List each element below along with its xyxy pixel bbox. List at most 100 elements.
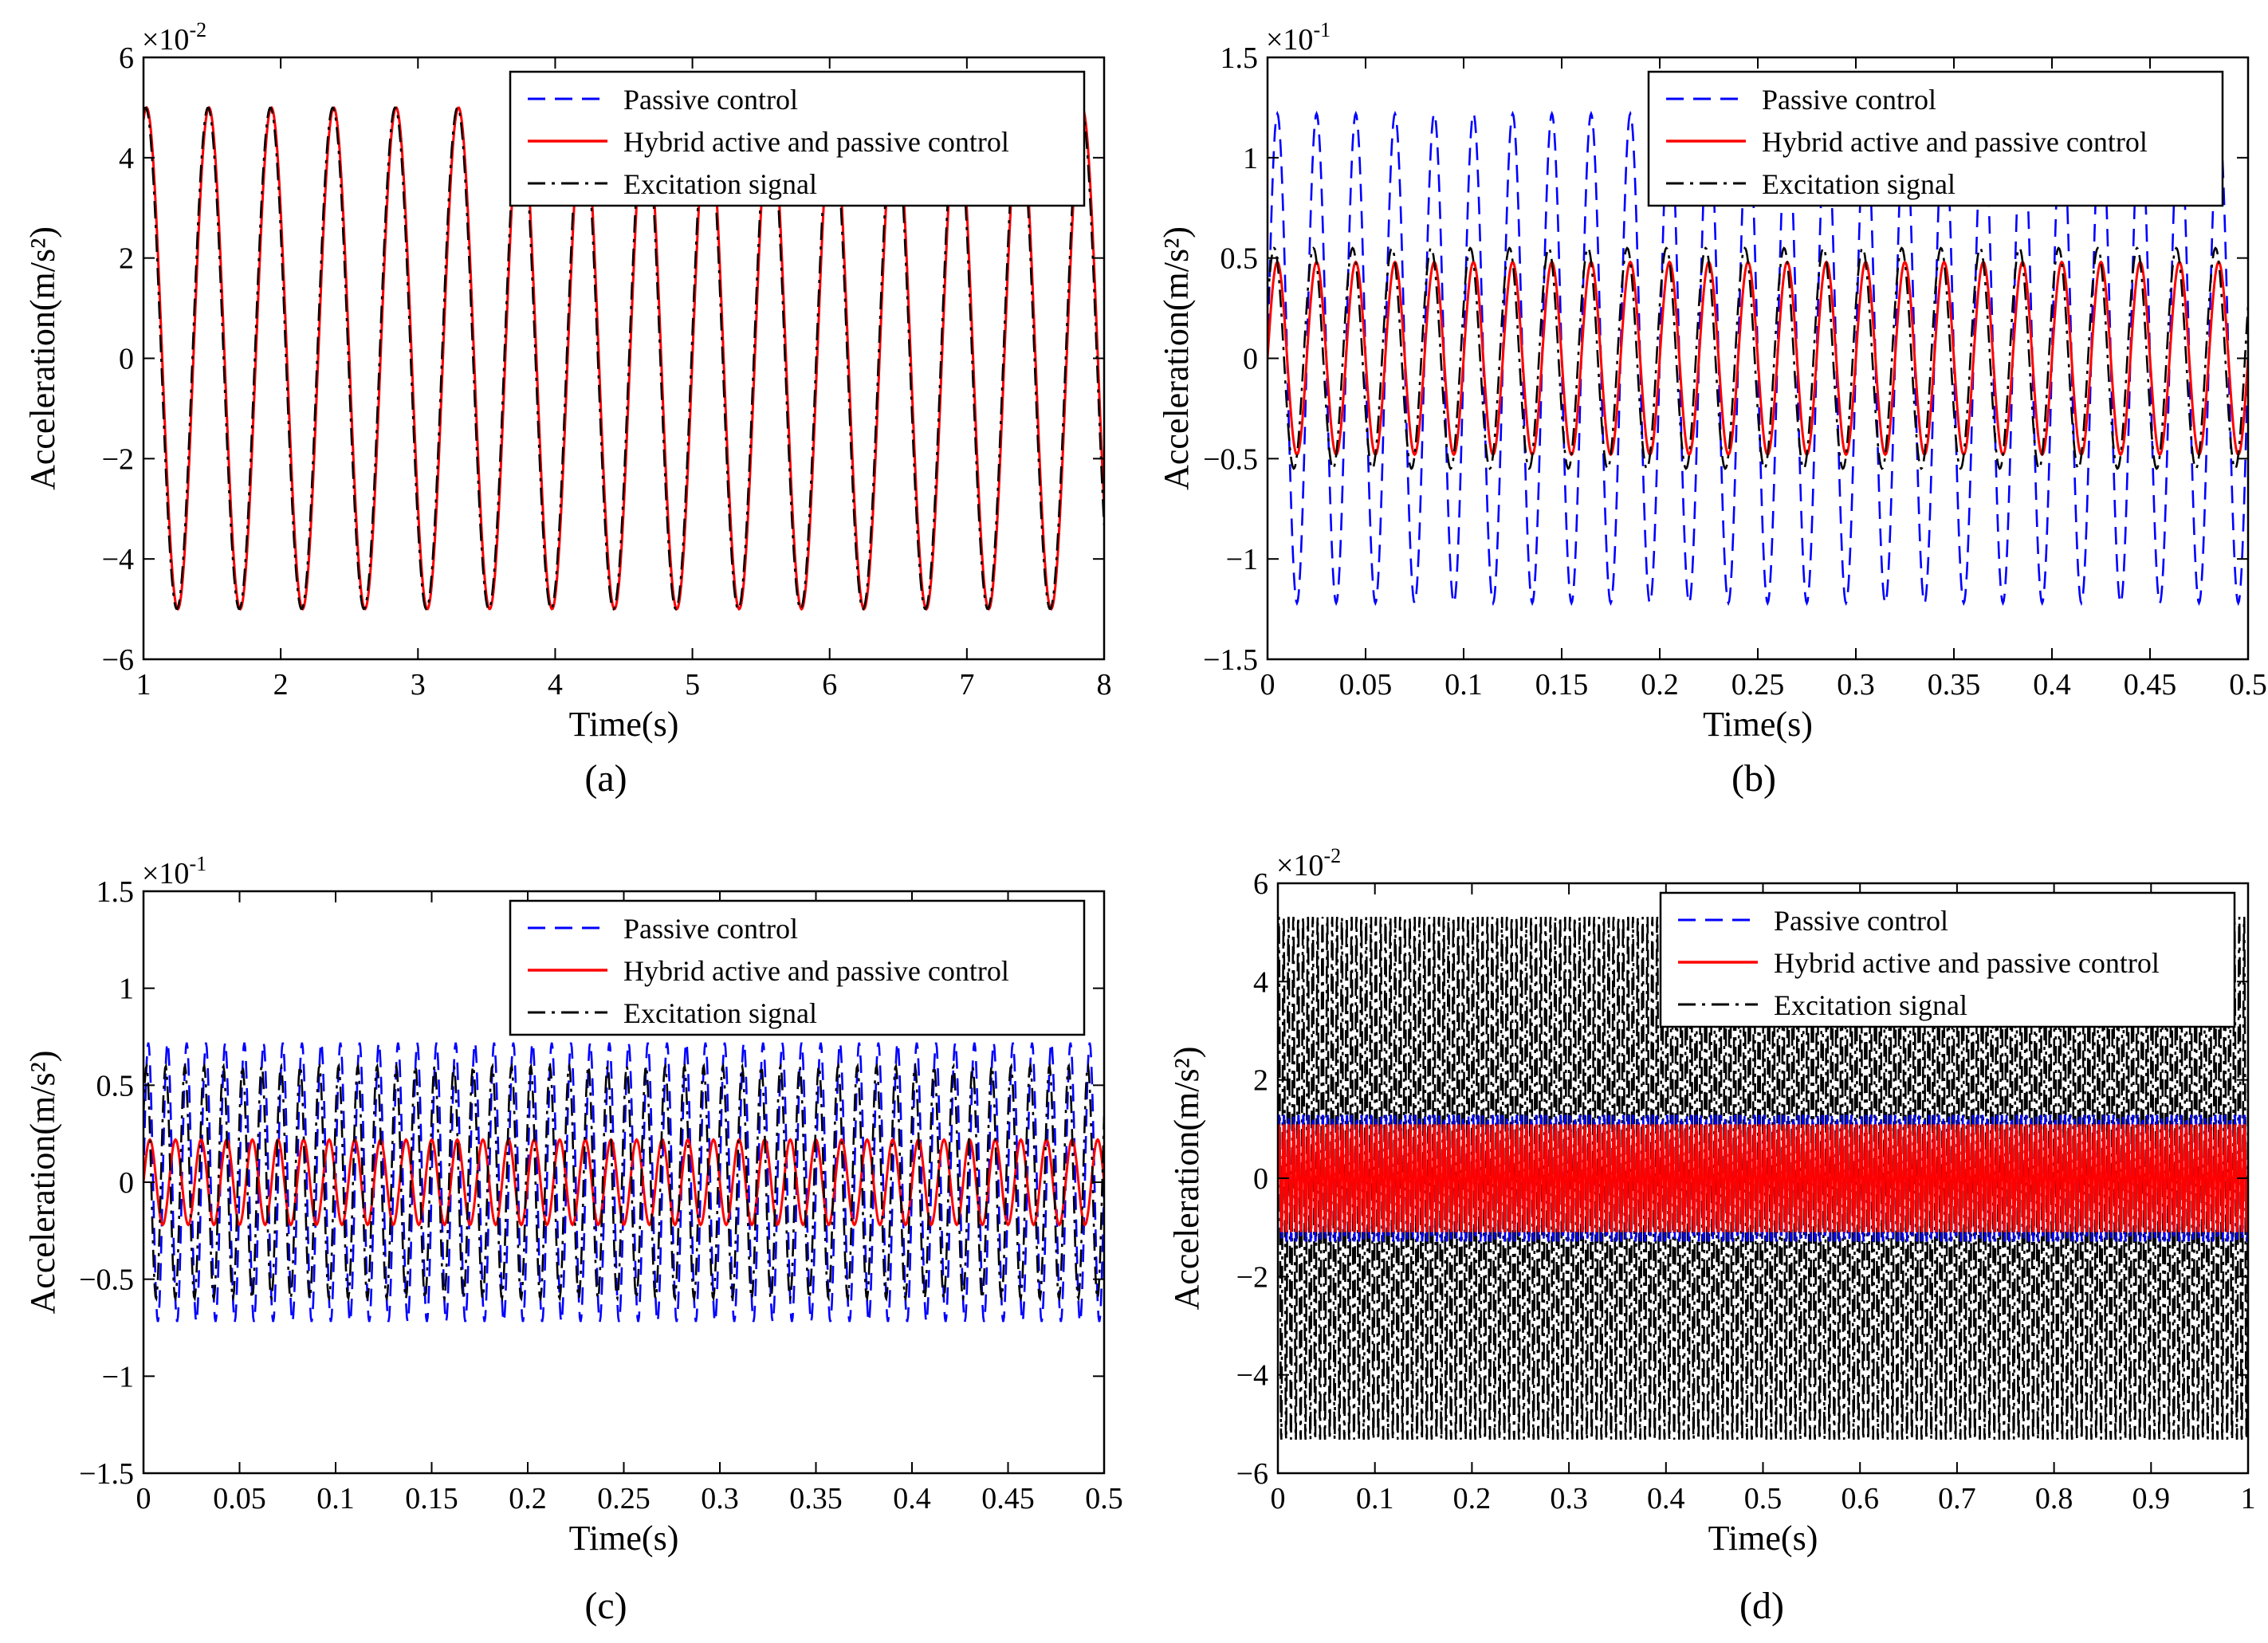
y-tick-label: 1 <box>119 973 134 1006</box>
x-tick-label: 4 <box>548 668 563 702</box>
legend-label-hybrid: Hybrid active and passive control <box>1762 126 2148 158</box>
x-tick-label: 0.7 <box>1938 1482 1976 1515</box>
x-tick-label: 0.2 <box>509 1482 547 1515</box>
series-group <box>1268 110 2248 607</box>
x-tick-label: 0.25 <box>597 1482 651 1515</box>
x-tick-label: 0.9 <box>2132 1482 2171 1515</box>
y-tick-label: 2 <box>119 242 134 276</box>
series-line-excitation <box>1268 246 2248 470</box>
x-tick-label: 0.4 <box>1647 1482 1685 1515</box>
series-group <box>143 105 1104 611</box>
y-tick-label: −1.5 <box>79 1457 134 1491</box>
panel-label: (b) <box>1731 757 1776 800</box>
x-tick-label: 1 <box>2241 1482 2256 1515</box>
y-tick-label: 0.5 <box>96 1069 135 1103</box>
y-tick-label: 4 <box>119 142 134 175</box>
y-tick-label: −1 <box>102 1360 134 1393</box>
legend-label-excitation: Excitation signal <box>623 168 817 200</box>
x-tick-label: 0.45 <box>981 1482 1035 1515</box>
x-tick-label: 0.3 <box>701 1482 739 1515</box>
series-line-hybrid <box>1268 260 2248 457</box>
series-group <box>1278 917 2248 1440</box>
y-tick-label: −0.5 <box>1203 442 1258 476</box>
panel-label: (a) <box>584 757 627 800</box>
y-tick-label: 6 <box>119 41 134 75</box>
x-tick-label: 8 <box>1097 668 1112 702</box>
y-tick-label: −1.5 <box>1203 643 1258 677</box>
x-tick-label: 0.2 <box>1641 668 1679 702</box>
x-tick-label: 0.8 <box>2035 1482 2073 1515</box>
legend-label-passive: Passive control <box>623 84 798 116</box>
panel-d: 0 0.1 0.2 0.3 0.4 0.5 0.6 0.7 0.8 0.9 1 −6 −4 −2 0 2 4 6×… <box>1167 844 2256 1627</box>
legend-label-hybrid: Hybrid active and passive control <box>623 955 1009 987</box>
legend-box <box>509 70 1086 207</box>
x-tick-label: 0.4 <box>2033 668 2071 702</box>
x-tick-label: 0.5 <box>2229 668 2267 702</box>
y-tick-label: 1 <box>1243 142 1258 175</box>
legend-label-passive: Passive control <box>1762 84 1936 116</box>
x-tick-label: 0 <box>1271 1482 1286 1515</box>
series-line-hybrid <box>1278 1124 2248 1232</box>
x-tick-label: 0.05 <box>1339 668 1393 702</box>
x-tick-label: 0.1 <box>1356 1482 1394 1515</box>
x-tick-label: 0.05 <box>213 1482 266 1515</box>
x-tick-label: 0.25 <box>1731 668 1785 702</box>
y-tick-label: −4 <box>102 543 134 576</box>
x-tick-label: 5 <box>685 668 700 702</box>
series-line-excitation <box>1278 917 2248 1440</box>
y-tick-label: −2 <box>1236 1260 1268 1294</box>
x-tick-label: 0.4 <box>893 1482 931 1515</box>
axis-scale-factor: ×10-2 <box>1276 844 1341 882</box>
axis-scale-factor: ×10-1 <box>142 852 206 890</box>
x-tick-label: 0.5 <box>1085 1482 1123 1515</box>
x-tick-label: 0 <box>136 1482 151 1515</box>
x-tick-label: 0 <box>1260 668 1276 702</box>
legend-label-hybrid: Hybrid active and passive control <box>1774 947 2160 979</box>
x-tick-label: 2 <box>273 668 289 702</box>
y-tick-label: 0 <box>119 343 134 376</box>
y-axis-label: Acceleration(m/s²) <box>1157 226 1196 490</box>
series-line-excitation <box>143 1062 1104 1303</box>
series-line-passive <box>143 1042 1104 1323</box>
x-axis-label: Time(s) <box>569 1519 679 1558</box>
y-axis-label: Acceleration(m/s²) <box>23 1051 62 1315</box>
series-group <box>143 1042 1104 1323</box>
panel-label: (c) <box>584 1585 627 1627</box>
x-tick-label: 0.3 <box>1837 668 1875 702</box>
y-tick-label: −0.5 <box>79 1264 134 1297</box>
x-axis-label: Time(s) <box>569 705 679 744</box>
x-tick-label: 7 <box>959 668 974 702</box>
y-tick-label: 2 <box>1253 1064 1268 1098</box>
legend-label-hybrid: Hybrid active and passive control <box>623 126 1009 158</box>
y-tick-label: −2 <box>102 442 134 476</box>
y-tick-label: 0 <box>1253 1162 1268 1196</box>
legend: Passive control Hybrid active and passive… <box>509 70 1086 207</box>
x-tick-label: 6 <box>822 668 837 702</box>
series-line-excitation <box>143 106 1104 611</box>
y-tick-label: −6 <box>1236 1457 1268 1491</box>
x-tick-label: 0.1 <box>316 1482 355 1515</box>
x-tick-label: 0.1 <box>1445 668 1483 702</box>
legend-label-excitation: Excitation signal <box>1774 989 1967 1021</box>
legend: Passive control Hybrid active and passive… <box>509 899 1086 1036</box>
y-tick-label: 1.5 <box>1220 41 1259 75</box>
x-tick-label: 0.15 <box>1535 668 1589 702</box>
x-tick-label: 0.2 <box>1453 1482 1492 1515</box>
x-tick-label: 0.6 <box>1841 1482 1879 1515</box>
x-tick-label: 0.15 <box>405 1482 458 1515</box>
x-tick-label: 0.35 <box>789 1482 843 1515</box>
panel-label: (d) <box>1739 1585 1784 1627</box>
x-tick-label: 0.45 <box>2124 668 2177 702</box>
x-axis-label: Time(s) <box>1708 1519 1818 1558</box>
x-tick-label: 1 <box>136 668 151 702</box>
y-tick-label: −4 <box>1236 1359 1268 1393</box>
y-axis-label: Acceleration(m/s²) <box>1167 1047 1206 1311</box>
legend-label-excitation: Excitation signal <box>623 997 817 1029</box>
y-tick-label: 6 <box>1253 867 1268 901</box>
legend: Passive control Hybrid active and passive… <box>1659 891 2236 1028</box>
y-tick-label: 4 <box>1253 965 1268 999</box>
legend-label-excitation: Excitation signal <box>1762 168 1956 200</box>
axis-scale-factor: ×10-2 <box>142 18 206 57</box>
y-tick-label: 0 <box>119 1166 134 1200</box>
